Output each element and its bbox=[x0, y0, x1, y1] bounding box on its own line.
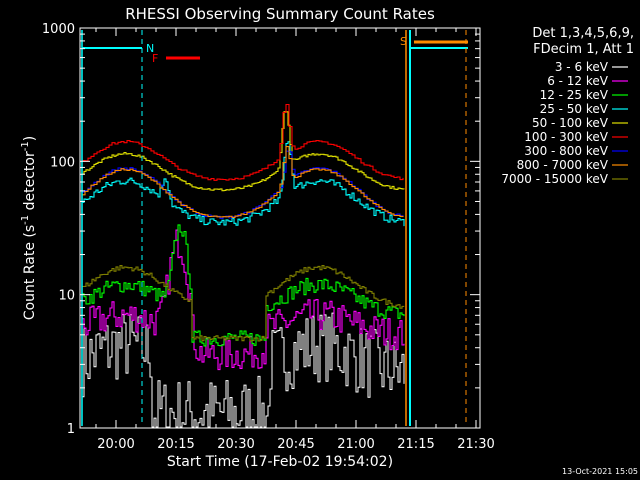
series-line-100-300kev bbox=[82, 103, 404, 181]
y-tick-label: 100 bbox=[50, 155, 75, 170]
series-line-800-7000kev bbox=[82, 146, 404, 219]
legend-header-line-1: Det 1,3,4,5,6,9, bbox=[532, 26, 634, 41]
footer-date: 13-Oct-2021 15:05 bbox=[562, 467, 638, 476]
x-tick-label: 21:15 bbox=[397, 437, 434, 452]
x-axis-label: Start Time (17-Feb-02 19:54:02) bbox=[167, 454, 393, 470]
series-line-6-12kev bbox=[82, 229, 405, 371]
series-line-7000-15000kev bbox=[82, 265, 405, 342]
y-axis: 1 10 100 1000 bbox=[42, 22, 480, 437]
markers-layer: NF S bbox=[81, 30, 468, 426]
y-axis-label: Count Rate (s-1 detector-1) bbox=[20, 136, 38, 320]
x-tick-label: 20:45 bbox=[277, 437, 314, 452]
series-line-3-6kev bbox=[82, 312, 405, 428]
legend-label: 50 - 100 keV bbox=[532, 116, 609, 130]
y-tick-label: 1000 bbox=[42, 22, 75, 37]
series-line-12-25kev bbox=[82, 224, 405, 347]
legend-label: 25 - 50 keV bbox=[540, 102, 609, 116]
series-line-25-50kev bbox=[82, 141, 405, 227]
chart-title: RHESSI Observing Summary Count Rates bbox=[125, 5, 435, 23]
legend: Det 1,3,4,5,6,9, FDecim 1, Att 1 3 - 6 k… bbox=[501, 26, 634, 186]
legend-label: 6 - 12 keV bbox=[547, 74, 609, 88]
x-tick-label: 20:15 bbox=[157, 437, 194, 452]
flag-f-label: F bbox=[152, 52, 158, 65]
legend-header-line-2: FDecim 1, Att 1 bbox=[533, 42, 634, 57]
series-line-50-100kev bbox=[82, 111, 405, 192]
x-tick-label: 20:00 bbox=[97, 437, 134, 452]
plot-frame bbox=[79, 27, 481, 429]
x-axis: 20:00 20:15 20:30 20:45 21:00 21:15 21:30 bbox=[95, 28, 495, 452]
series-line-300-800kev bbox=[82, 150, 404, 219]
x-tick-label: 21:00 bbox=[337, 437, 374, 452]
y-tick-label: 1 bbox=[67, 422, 75, 437]
legend-label: 300 - 800 keV bbox=[524, 144, 608, 158]
legend-label: 800 - 7000 keV bbox=[517, 158, 609, 172]
legend-label: 7000 - 15000 keV bbox=[501, 172, 608, 186]
legend-label: 100 - 300 keV bbox=[524, 130, 608, 144]
legend-label: 12 - 25 keV bbox=[540, 88, 609, 102]
y-tick-label: 10 bbox=[58, 289, 75, 304]
plot-area: NF S bbox=[81, 30, 468, 428]
flag-s-label: S bbox=[400, 35, 407, 48]
series-layer bbox=[82, 103, 405, 428]
legend-label: 3 - 6 keV bbox=[555, 60, 609, 74]
x-tick-label: 21:30 bbox=[457, 437, 494, 452]
x-tick-label: 20:30 bbox=[217, 437, 254, 452]
flag-n-label: N bbox=[146, 42, 154, 55]
